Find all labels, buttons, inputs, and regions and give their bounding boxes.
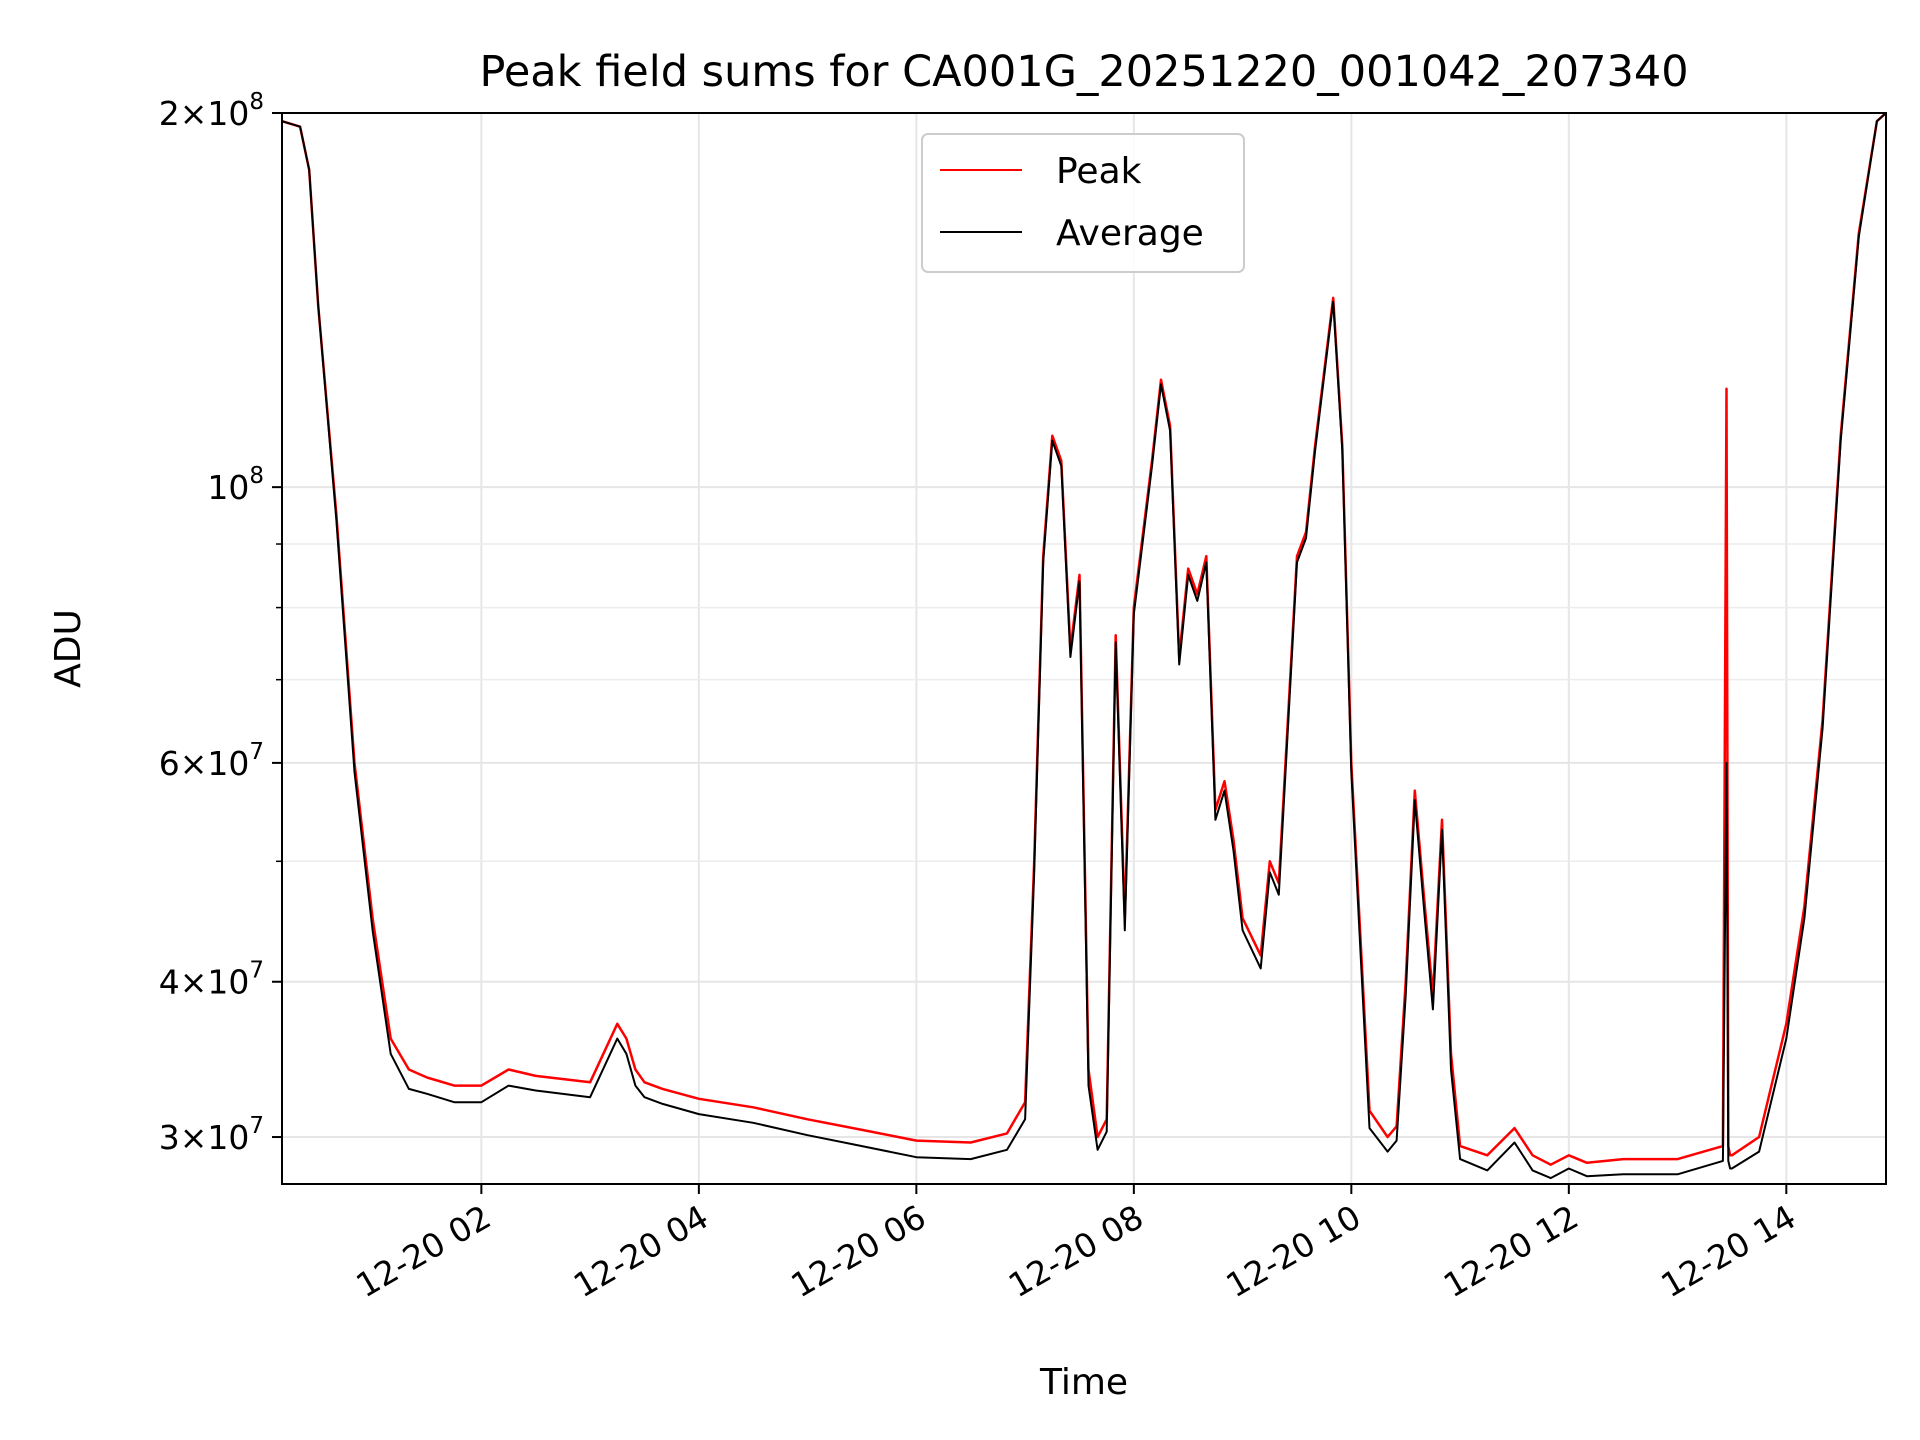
y-tick-ten: 10	[207, 468, 249, 507]
y-tick-ten: 10	[207, 1118, 249, 1157]
x-axis-title: Time	[1039, 1362, 1128, 1403]
legend-label-peak: Peak	[1056, 151, 1142, 192]
y-tick-label: 4×107	[159, 958, 264, 1002]
chart-title: Peak field sums for CA001G_20251220_0010…	[479, 47, 1688, 97]
y-tick-exponent: 8	[249, 463, 264, 489]
y-tick-base: 4×	[159, 963, 208, 1002]
plot-frame	[281, 112, 1887, 1185]
y-tick-exponent: 7	[249, 739, 264, 765]
y-tick-ten: 10	[207, 744, 249, 783]
legend-label-average: Average	[1056, 213, 1204, 254]
y-tick-base: 3×	[159, 1118, 208, 1157]
series-line-average	[282, 113, 1886, 1180]
y-tick-exponent: 8	[249, 89, 264, 115]
y-tick-exponent: 7	[249, 958, 264, 984]
y-axis-title: ADU	[48, 609, 89, 688]
series-line-peak	[282, 113, 1886, 1166]
y-tick-label: 108	[207, 463, 264, 507]
series-layer	[282, 113, 1886, 1180]
legend: Peak Average	[921, 133, 1245, 273]
y-tick-exponent: 7	[249, 1113, 264, 1139]
y-tick-label: 2×108	[159, 89, 264, 133]
y-tick-label: 6×107	[159, 739, 264, 783]
legend-box	[921, 133, 1245, 273]
y-tick-base: 6×	[159, 744, 208, 783]
y-tick-label: 3×107	[159, 1113, 264, 1157]
y-tick-ten: 10	[207, 963, 249, 1002]
y-tick-base: 2×	[159, 94, 208, 133]
y-tick-ten: 10	[207, 94, 249, 133]
